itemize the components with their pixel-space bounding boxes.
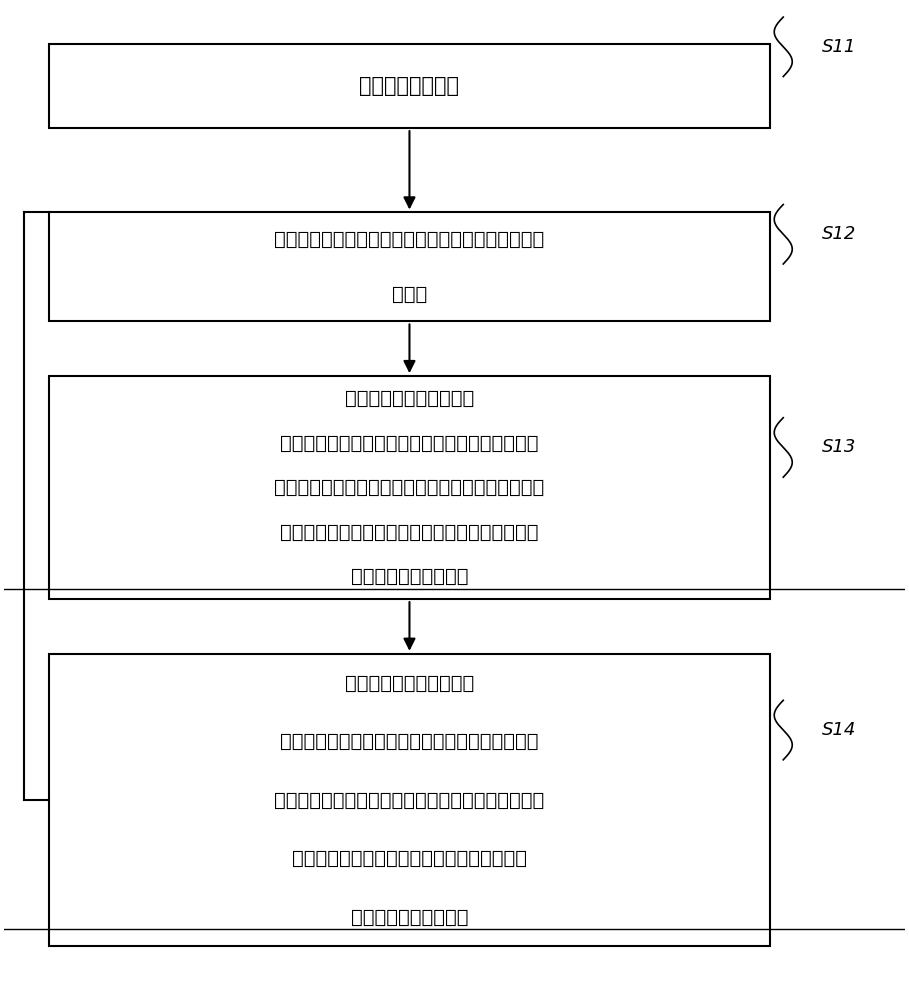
Text: S13: S13 — [822, 438, 856, 456]
Bar — [49, 376, 770, 599]
Text: 控制第一电机运转，以使得转向柱向接近驾驶位的: 控制第一电机运转，以使得转向柱向接近驾驶位的 — [280, 732, 539, 751]
Text: 转，以使得转向柱向远离所述驾驶位的方向运动，: 转，以使得转向柱向远离所述驾驶位的方向运动， — [280, 523, 539, 542]
Bar — [49, 654, 770, 946]
Text: 在满足第一预设条件时，: 在满足第一预设条件时， — [345, 389, 474, 408]
Text: 方向运动，直至到达第一限位位置，控制第二电机运: 方向运动，直至到达第一限位位置，控制第二电机运 — [275, 478, 544, 497]
Text: S14: S14 — [822, 721, 856, 739]
Text: 在满足第二预设条件时，: 在满足第二预设条件时， — [345, 673, 474, 692]
Text: S12: S12 — [822, 225, 856, 243]
Text: 转，以使得转向柱向接近驾驶位的方向运动，: 转，以使得转向柱向接近驾驶位的方向运动， — [292, 849, 527, 868]
Text: 判断车辆开关信号是否满足第一预设条件或者第二预: 判断车辆开关信号是否满足第一预设条件或者第二预 — [275, 230, 544, 249]
Text: 直至到达第二限位位置: 直至到达第二限位位置 — [351, 567, 468, 586]
Bar — [49, 44, 770, 128]
Text: 直至到达第四限位位置: 直至到达第四限位位置 — [351, 907, 468, 926]
Text: S11: S11 — [822, 38, 856, 56]
Text: 获取车辆开关信号: 获取车辆开关信号 — [359, 76, 459, 96]
Text: 设条件: 设条件 — [392, 285, 427, 304]
Bar — [49, 212, 770, 321]
Text: 方向运动，直至到达第三限位位置，控制第二电机运: 方向运动，直至到达第三限位位置，控制第二电机运 — [275, 790, 544, 809]
Text: 控制第一电机运转，以使得转向柱向远离驾驶位的: 控制第一电机运转，以使得转向柱向远离驾驶位的 — [280, 433, 539, 452]
